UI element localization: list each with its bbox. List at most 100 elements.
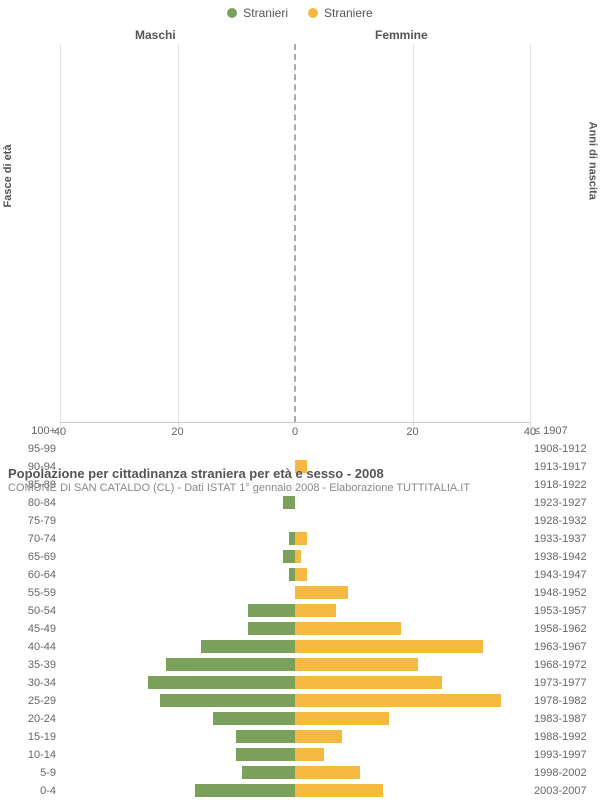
age-label: 60-64 — [12, 566, 56, 584]
bar-male — [242, 766, 295, 779]
bar-female — [295, 694, 501, 707]
bar-male — [248, 622, 295, 635]
column-header-male: Maschi — [135, 28, 176, 42]
age-label: 35-39 — [12, 656, 56, 674]
birth-year-label: 1983-1987 — [534, 710, 600, 728]
pyramid-row: 55-591948-1952 — [60, 584, 530, 602]
birth-year-label: 1948-1952 — [534, 584, 600, 602]
bar-male — [283, 496, 295, 509]
birth-year-label: 1928-1932 — [534, 512, 600, 530]
bar-female — [295, 766, 360, 779]
pyramid-row: 40-441963-1967 — [60, 638, 530, 656]
x-tick-label: 0 — [292, 426, 298, 438]
age-label: 20-24 — [12, 710, 56, 728]
age-label: 15-19 — [12, 728, 56, 746]
pyramid-row: 10-141993-1997 — [60, 746, 530, 764]
legend: StranieriStraniere — [0, 6, 600, 21]
age-label: 25-29 — [12, 692, 56, 710]
bar-female — [295, 730, 342, 743]
grid-line — [178, 44, 179, 434]
bar-male — [213, 712, 295, 725]
birth-year-label: 2003-2007 — [534, 782, 600, 800]
bar-male — [160, 694, 295, 707]
bar-male — [248, 604, 295, 617]
y-axis-title-left: Fasce di età — [2, 145, 14, 208]
legend-swatch — [308, 8, 318, 18]
age-label: 10-14 — [12, 746, 56, 764]
bar-male — [201, 640, 295, 653]
birth-year-label: 1953-1957 — [534, 602, 600, 620]
bar-female — [295, 604, 336, 617]
pyramid-row: 35-391968-1972 — [60, 656, 530, 674]
age-label: 55-59 — [12, 584, 56, 602]
population-pyramid-chart: StranieriStraniere Maschi Femmine 100+ ≤ … — [0, 0, 600, 500]
birth-year-label: 1998-2002 — [534, 764, 600, 782]
x-tick-label: 20 — [406, 426, 418, 438]
birth-year-label: 1943-1947 — [534, 566, 600, 584]
birth-year-label: 1938-1942 — [534, 548, 600, 566]
pyramid-row: 20-241983-1987 — [60, 710, 530, 728]
legend-item: Stranieri — [227, 6, 288, 20]
birth-year-label: 1973-1977 — [534, 674, 600, 692]
bar-female — [295, 640, 483, 653]
bar-male — [148, 676, 295, 689]
x-tick-label: 20 — [171, 426, 183, 438]
age-label: 45-49 — [12, 620, 56, 638]
pyramid-row: 75-791928-1932 — [60, 512, 530, 530]
bar-male — [236, 748, 295, 761]
chart-title: Popolazione per cittadinanza straniera p… — [8, 466, 592, 481]
age-label: 100+ — [12, 422, 56, 440]
age-label: 70-74 — [12, 530, 56, 548]
pyramid-row: 80-841923-1927 — [60, 494, 530, 512]
y-axis-title-right: Anni di nascita — [586, 122, 598, 200]
bar-female — [295, 550, 301, 563]
pyramid-row: 65-691938-1942 — [60, 548, 530, 566]
birth-year-label: 1968-1972 — [534, 656, 600, 674]
grid-line — [413, 44, 414, 434]
pyramid-row: 5-91998-2002 — [60, 764, 530, 782]
birth-year-label: 1958-1962 — [534, 620, 600, 638]
age-label: 75-79 — [12, 512, 56, 530]
age-label: 65-69 — [12, 548, 56, 566]
legend-label: Stranieri — [243, 6, 288, 20]
birth-year-label: 1993-1997 — [534, 746, 600, 764]
pyramid-row: 30-341973-1977 — [60, 674, 530, 692]
pyramid-row: 45-491958-1962 — [60, 620, 530, 638]
bar-female — [295, 676, 442, 689]
bar-female — [295, 568, 307, 581]
pyramid-row: 60-641943-1947 — [60, 566, 530, 584]
bar-male — [283, 550, 295, 563]
bar-female — [295, 622, 401, 635]
bar-female — [295, 532, 307, 545]
pyramid-row: 0-42003-2007 — [60, 782, 530, 800]
age-label: 95-99 — [12, 440, 56, 458]
age-label: 5-9 — [12, 764, 56, 782]
bar-female — [295, 658, 418, 671]
birth-year-label: 1978-1982 — [534, 692, 600, 710]
birth-year-label: 1923-1927 — [534, 494, 600, 512]
birth-year-label: 1933-1937 — [534, 530, 600, 548]
column-header-female: Femmine — [375, 28, 428, 42]
legend-swatch — [227, 8, 237, 18]
birth-year-label: 1908-1912 — [534, 440, 600, 458]
bar-male — [166, 658, 295, 671]
bar-female — [295, 748, 324, 761]
bar-female — [295, 712, 389, 725]
bar-male — [236, 730, 295, 743]
pyramid-row: 50-541953-1957 — [60, 602, 530, 620]
birth-year-label: 1988-1992 — [534, 728, 600, 746]
birth-year-label: ≤ 1907 — [534, 422, 600, 440]
chart-subtitle: COMUNE DI SAN CATALDO (CL) - Dati ISTAT … — [8, 482, 592, 494]
x-tick-label: 40 — [54, 426, 66, 438]
center-divider — [294, 44, 296, 422]
age-label: 30-34 — [12, 674, 56, 692]
age-label: 0-4 — [12, 782, 56, 800]
birth-year-label: 1963-1967 — [534, 638, 600, 656]
bar-female — [295, 586, 348, 599]
pyramid-row: 15-191988-1992 — [60, 728, 530, 746]
bar-female — [295, 784, 383, 797]
footer: Popolazione per cittadinanza straniera p… — [8, 466, 592, 494]
pyramid-row: 95-991908-1912 — [60, 440, 530, 458]
pyramid-row: 25-291978-1982 — [60, 692, 530, 710]
bar-male — [195, 784, 295, 797]
